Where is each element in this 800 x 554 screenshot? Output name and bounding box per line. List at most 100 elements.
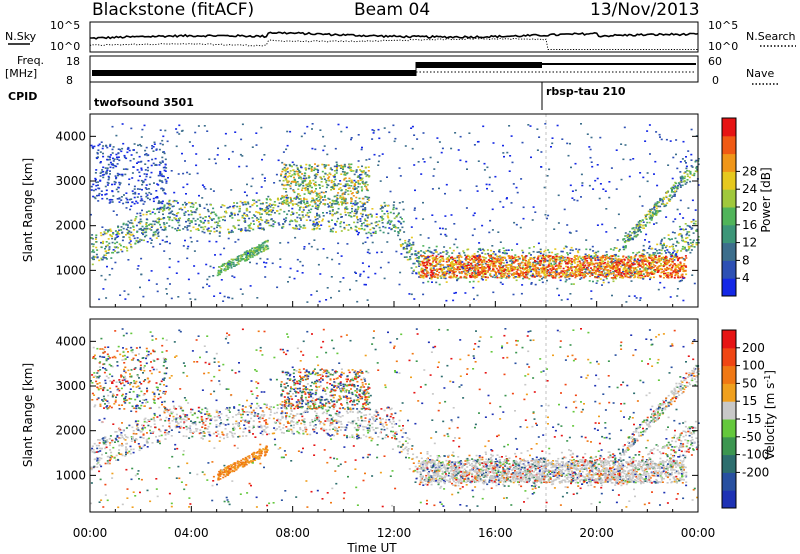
echo-cell xyxy=(324,173,327,175)
echo-cell xyxy=(356,202,359,204)
echo-cell xyxy=(136,237,139,239)
echo-cell xyxy=(141,128,144,131)
echo-cell xyxy=(677,257,680,260)
echo-cell xyxy=(568,257,571,260)
echo-cell xyxy=(190,210,193,212)
echo-cell xyxy=(500,277,503,279)
echo-cell xyxy=(661,244,664,247)
echo-cell xyxy=(598,276,600,279)
echo-cell xyxy=(590,255,593,257)
echo-cell xyxy=(397,234,400,237)
echo-cell xyxy=(168,199,171,202)
echo-cell xyxy=(308,191,311,194)
echo-cell xyxy=(127,293,130,296)
echo-cell xyxy=(313,169,315,172)
echo-cell xyxy=(266,240,269,243)
echo-cell xyxy=(245,259,248,261)
echo-cell xyxy=(139,214,142,217)
echo-cell xyxy=(528,269,531,271)
echo-cell xyxy=(288,175,291,177)
echo-cell xyxy=(218,225,221,227)
echo-cell xyxy=(206,130,209,132)
echo-cell xyxy=(197,125,200,127)
echo-cell xyxy=(529,266,532,268)
echo-cell xyxy=(306,301,309,303)
echo-cell xyxy=(500,275,503,277)
echo-cell xyxy=(212,207,215,210)
echo-cell xyxy=(247,229,250,232)
echo-cell xyxy=(489,219,492,222)
echo-cell xyxy=(383,201,386,204)
echo-cell xyxy=(177,212,180,214)
echo-cell xyxy=(660,252,663,255)
echo-cell xyxy=(240,258,243,260)
echo-cell xyxy=(364,219,367,222)
echo-cell xyxy=(300,178,303,180)
echo-cell xyxy=(156,228,159,231)
echo-cell xyxy=(285,199,288,201)
echo-cell xyxy=(676,295,679,297)
echo-cell xyxy=(315,168,318,171)
echo-cell xyxy=(150,242,153,244)
echo-cell xyxy=(557,265,560,267)
echo-cell xyxy=(240,138,243,141)
echo-cell xyxy=(344,207,347,209)
echo-cell xyxy=(257,252,260,254)
echo-cell xyxy=(333,183,336,185)
echo-cell xyxy=(638,274,641,277)
echo-cell xyxy=(691,199,694,202)
echo-cell xyxy=(602,279,605,281)
echo-cell xyxy=(253,223,255,225)
echo-cell xyxy=(683,246,686,249)
echo-cell xyxy=(544,258,547,261)
echo-cell xyxy=(512,267,515,269)
echo-cell xyxy=(130,234,133,236)
echo-cell xyxy=(261,228,264,230)
echo-cell xyxy=(238,255,241,257)
echo-cell xyxy=(632,262,635,264)
echo-cell xyxy=(291,165,293,168)
echo-cell xyxy=(120,226,123,228)
echo-cell xyxy=(309,219,312,222)
echo-cell xyxy=(162,166,165,169)
echo-cell xyxy=(227,261,230,264)
echo-cell xyxy=(671,266,674,269)
echo-cell xyxy=(248,230,251,232)
echo-cell xyxy=(614,261,617,264)
echo-cell xyxy=(665,138,668,141)
echo-cell xyxy=(444,271,447,273)
echo-cell xyxy=(271,262,274,265)
echo-cell xyxy=(697,158,700,160)
echo-cell xyxy=(185,203,188,205)
echo-cell xyxy=(341,204,343,206)
echo-cell xyxy=(516,243,519,245)
echo-cell xyxy=(646,172,649,174)
nsky-tick-bottom: 10^0 xyxy=(50,40,80,53)
echo-cell xyxy=(268,210,270,213)
echo-cell xyxy=(576,261,579,263)
echo-cell xyxy=(483,249,486,252)
echo-cell xyxy=(368,158,371,160)
echo-cell xyxy=(152,208,155,210)
echo-cell xyxy=(581,273,584,275)
echo-cell xyxy=(151,211,154,214)
echo-cell xyxy=(548,274,551,277)
echo-cell xyxy=(638,251,641,253)
echo-cell xyxy=(521,272,524,274)
echo-cell xyxy=(231,150,234,153)
echo-cell xyxy=(292,181,295,183)
echo-cell xyxy=(342,277,345,279)
echo-cell xyxy=(170,297,173,300)
echo-cell xyxy=(411,125,414,128)
echo-cell xyxy=(173,217,176,219)
echo-cell xyxy=(674,264,677,266)
echo-cell xyxy=(637,276,640,279)
echo-cell xyxy=(241,202,244,204)
echo-cell xyxy=(245,207,248,210)
echo-cell xyxy=(140,239,143,241)
echo-cell xyxy=(108,246,111,248)
echo-cell xyxy=(169,207,171,210)
echo-cell xyxy=(404,242,407,244)
echo-cell xyxy=(560,257,563,259)
echo-cell xyxy=(476,276,479,278)
